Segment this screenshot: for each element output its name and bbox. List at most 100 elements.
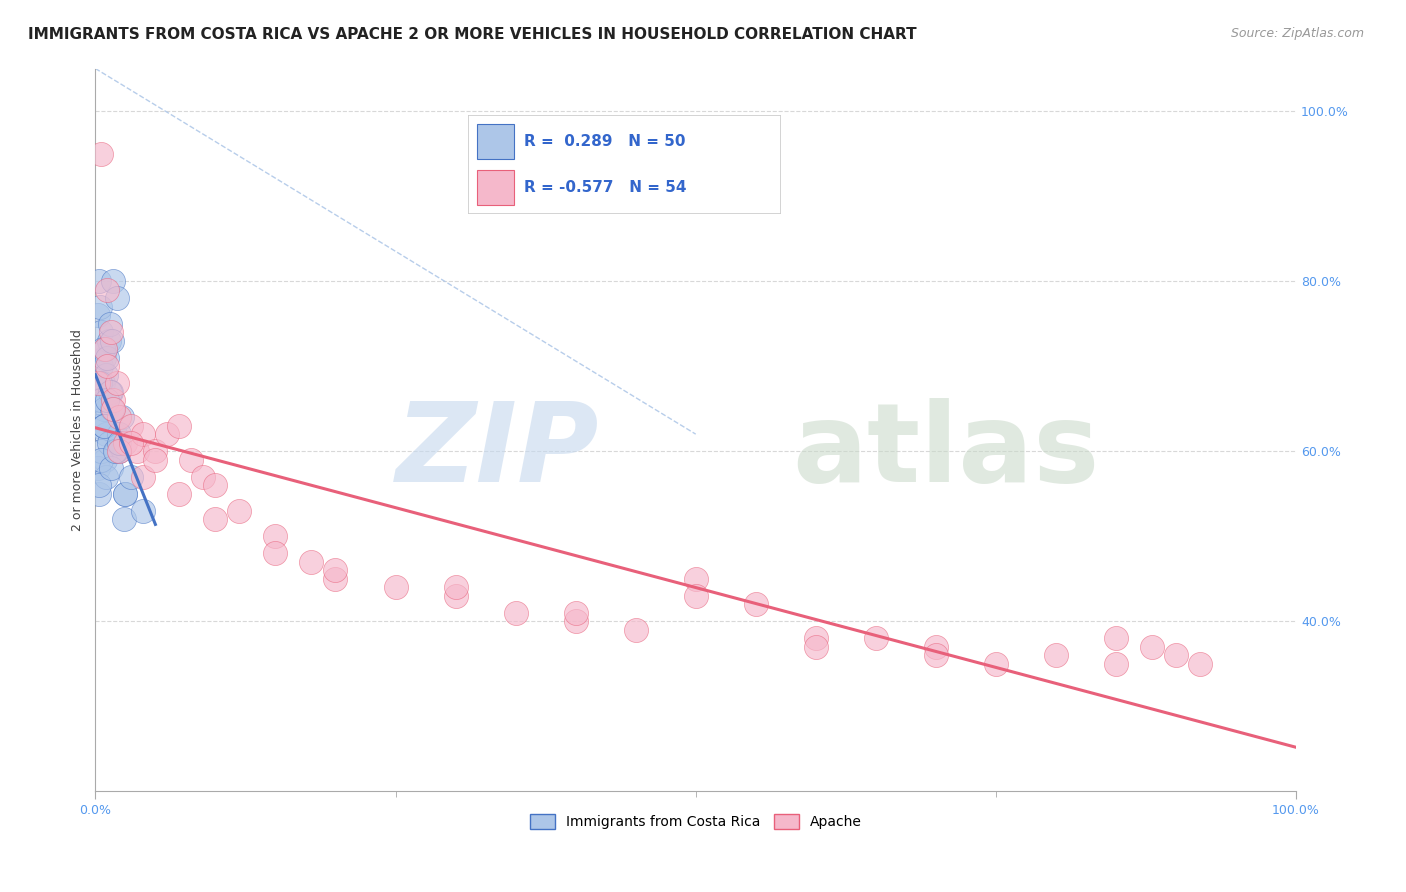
Point <box>103 274 125 288</box>
Point <box>89 300 111 314</box>
Legend: Immigrants from Costa Rica, Apache: Immigrants from Costa Rica, Apache <box>524 808 868 835</box>
Point <box>91 342 114 356</box>
Point <box>804 640 827 654</box>
Point <box>114 486 136 500</box>
Text: ZIP: ZIP <box>396 398 599 505</box>
Point <box>97 435 120 450</box>
Point <box>145 444 167 458</box>
Point <box>100 461 122 475</box>
Point <box>325 563 347 577</box>
Point <box>93 351 115 365</box>
Point <box>204 512 226 526</box>
Point <box>96 469 118 483</box>
Point <box>100 384 122 399</box>
Point <box>103 401 125 416</box>
Point <box>1189 657 1212 671</box>
Point <box>87 486 110 500</box>
Point <box>90 444 112 458</box>
Point <box>685 572 707 586</box>
Point <box>93 401 115 416</box>
Point <box>120 418 142 433</box>
Point <box>96 359 118 373</box>
Point <box>87 478 110 492</box>
Point <box>97 334 120 348</box>
Point <box>90 393 112 408</box>
Point <box>101 334 124 348</box>
Point <box>925 648 948 663</box>
Point <box>91 376 114 391</box>
Point <box>127 444 149 458</box>
Point <box>145 452 167 467</box>
Point <box>132 504 155 518</box>
Point <box>96 368 118 382</box>
Point <box>87 308 110 322</box>
Point <box>108 444 131 458</box>
Point <box>100 325 122 339</box>
Point <box>624 623 647 637</box>
Point <box>505 606 527 620</box>
Point <box>169 486 191 500</box>
Point <box>1105 657 1128 671</box>
Point <box>301 555 323 569</box>
Point <box>384 580 406 594</box>
Point <box>90 146 112 161</box>
Point <box>564 606 586 620</box>
Point <box>103 393 125 408</box>
Point <box>564 614 586 628</box>
Point <box>94 452 117 467</box>
Point <box>94 342 117 356</box>
Point <box>108 410 131 425</box>
Point <box>103 444 125 458</box>
Point <box>90 359 112 373</box>
Point <box>444 580 467 594</box>
Point <box>90 452 112 467</box>
Point <box>87 418 110 433</box>
Point <box>865 631 887 645</box>
Point <box>90 325 112 339</box>
Point <box>103 427 125 442</box>
Text: atlas: atlas <box>792 398 1099 505</box>
Point <box>108 435 131 450</box>
Point <box>685 589 707 603</box>
Point <box>112 512 135 526</box>
Point <box>105 376 128 391</box>
Point <box>204 478 226 492</box>
Point <box>1105 631 1128 645</box>
Point <box>96 401 118 416</box>
Point <box>180 452 202 467</box>
Point <box>93 418 115 433</box>
Point <box>96 427 118 442</box>
Point <box>114 486 136 500</box>
Y-axis label: 2 or more Vehicles in Household: 2 or more Vehicles in Household <box>72 329 84 531</box>
Point <box>96 283 118 297</box>
Point <box>325 572 347 586</box>
Point <box>132 469 155 483</box>
Point <box>94 342 117 356</box>
Point <box>156 427 179 442</box>
Point <box>96 351 118 365</box>
Point <box>89 376 111 391</box>
Point <box>120 435 142 450</box>
Point <box>96 393 118 408</box>
Point <box>264 529 287 543</box>
Point <box>108 427 131 442</box>
Point <box>87 461 110 475</box>
Point <box>98 384 121 399</box>
Point <box>228 504 250 518</box>
Point <box>108 444 131 458</box>
Point <box>87 274 110 288</box>
Point <box>1045 648 1067 663</box>
Point <box>105 291 128 305</box>
Point <box>745 597 768 611</box>
Point <box>87 376 110 391</box>
Point <box>1164 648 1187 663</box>
Point <box>114 435 136 450</box>
Text: Source: ZipAtlas.com: Source: ZipAtlas.com <box>1230 27 1364 40</box>
Point <box>444 589 467 603</box>
Text: IMMIGRANTS FROM COSTA RICA VS APACHE 2 OR MORE VEHICLES IN HOUSEHOLD CORRELATION: IMMIGRANTS FROM COSTA RICA VS APACHE 2 O… <box>28 27 917 42</box>
Point <box>104 444 127 458</box>
Point <box>132 427 155 442</box>
Point <box>93 418 115 433</box>
Point <box>86 393 108 408</box>
Point <box>984 657 1007 671</box>
